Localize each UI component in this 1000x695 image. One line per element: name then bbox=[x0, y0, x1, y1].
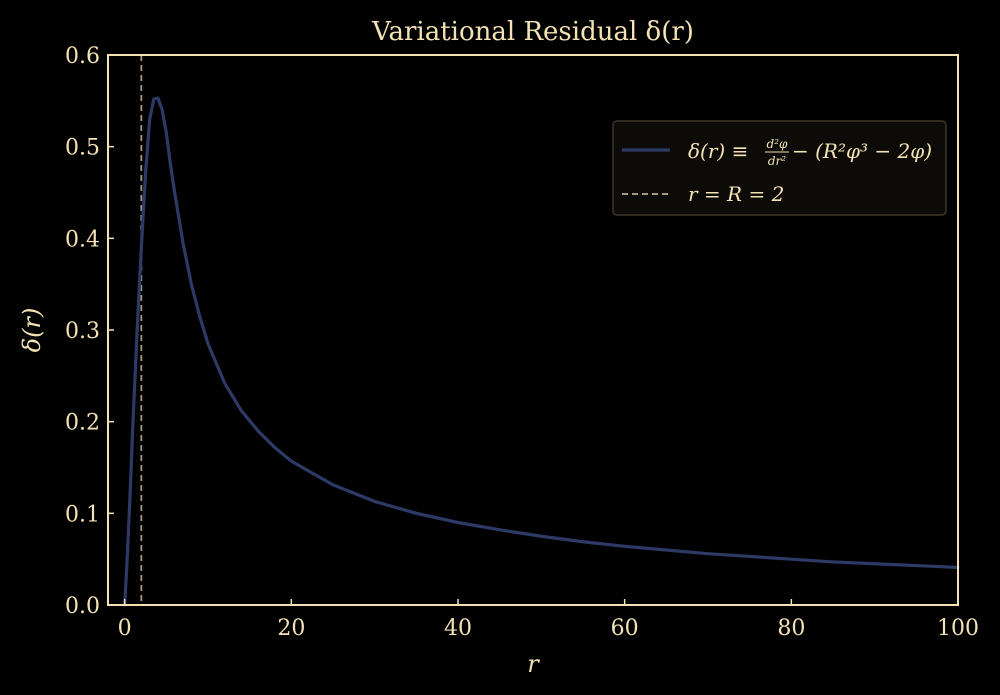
chart-title: Variational Residual δ(r) bbox=[371, 17, 694, 47]
x-tick-label: 100 bbox=[937, 616, 979, 641]
y-tick-label: 0.0 bbox=[65, 594, 100, 619]
x-tick-label: 20 bbox=[277, 616, 305, 641]
plot-area bbox=[123, 55, 960, 607]
y-tick-label: 0.3 bbox=[65, 319, 100, 344]
legend-label-reference: r = R = 2 bbox=[688, 182, 784, 206]
legend-box bbox=[612, 120, 947, 216]
y-axis: 0.0 0.1 0.2 0.3 0.4 0.5 0.6 bbox=[65, 44, 114, 619]
x-tick-label: 60 bbox=[611, 616, 639, 641]
y-tick-label: 0.6 bbox=[65, 44, 100, 69]
x-axis-label: r bbox=[527, 650, 540, 678]
y-tick-label: 0.4 bbox=[65, 227, 100, 252]
y-tick-label: 0.1 bbox=[65, 502, 100, 527]
legend-residual-frac-num: d²φ bbox=[767, 137, 788, 151]
y-tick-label: 0.2 bbox=[65, 411, 100, 436]
legend-residual-rhs: − (R²φ³ − 2φ) bbox=[792, 139, 932, 163]
legend: δ(r) ≡ d²φ dr² − (R²φ³ − 2φ) r = R = 2 bbox=[612, 120, 947, 216]
y-tick-label: 0.5 bbox=[65, 136, 100, 161]
legend-residual-frac-den: dr² bbox=[768, 154, 786, 168]
legend-residual-lhs: δ(r) ≡ bbox=[688, 139, 748, 163]
x-tick-label: 40 bbox=[444, 616, 472, 641]
x-tick-label: 80 bbox=[777, 616, 805, 641]
x-tick-label: 0 bbox=[118, 616, 132, 641]
legend-label-residual: δ(r) ≡ bbox=[688, 139, 748, 163]
y-axis-label: δ(r) bbox=[18, 308, 46, 353]
series-line-residual bbox=[123, 96, 960, 607]
plot-frame bbox=[107, 54, 959, 606]
